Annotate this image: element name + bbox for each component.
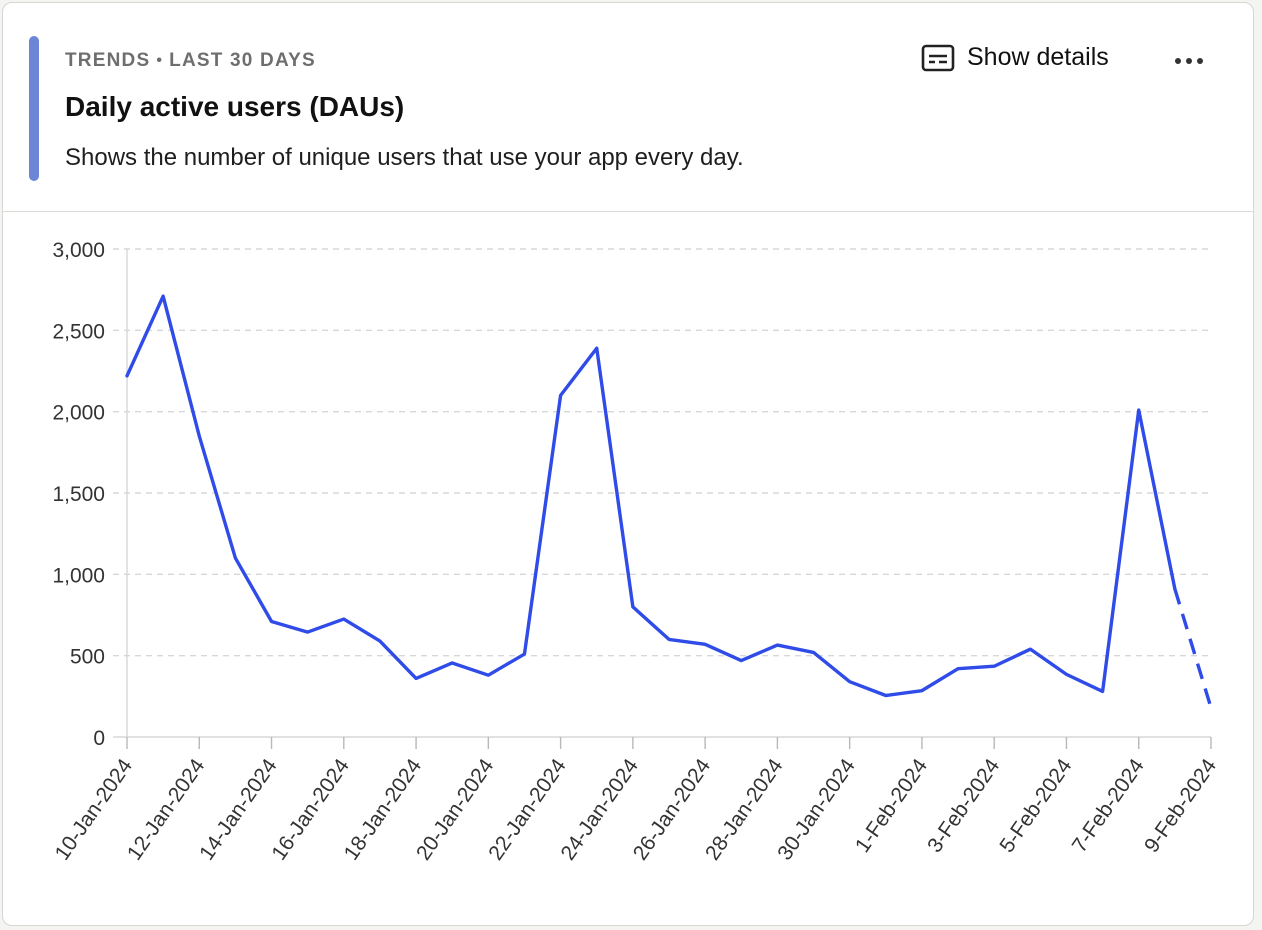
data-point (486, 673, 490, 677)
more-horizontal-icon (1174, 52, 1204, 70)
data-point (378, 639, 382, 643)
data-point (739, 659, 743, 663)
data-point (884, 694, 888, 698)
y-tick-label: 2,000 (52, 402, 105, 425)
y-tick-label: 1,000 (52, 564, 105, 587)
data-point (161, 294, 165, 298)
data-point (233, 556, 237, 560)
data-point (848, 680, 852, 684)
data-point (775, 643, 779, 647)
card-header: TRENDS • LAST 30 DAYS Daily active users… (3, 3, 1253, 212)
data-point (1209, 706, 1213, 710)
chart-area: 0 500 1,000 1,500 2,000 2,500 3,000 10-Jan-2024… (3, 211, 1253, 925)
data-point (522, 652, 526, 656)
data-point (956, 667, 960, 671)
dau-line-chart: 05001,0001,5002,0002,5003,00010-Jan-2024… (51, 239, 1222, 864)
y-tick-label: 500 (70, 646, 105, 669)
y-tick-label: 2,500 (52, 320, 105, 343)
data-point (1064, 672, 1068, 676)
data-point (631, 605, 635, 609)
series-line (125, 294, 1177, 698)
eyebrow: TRENDS • LAST 30 DAYS (65, 50, 316, 72)
data-point (1101, 689, 1105, 693)
x-tick-label: 9-Feb-2024 (1140, 754, 1221, 856)
y-tick-label: 3,000 (52, 239, 105, 262)
data-point (1028, 647, 1032, 651)
data-point (270, 620, 274, 624)
card-subtitle: Shows the number of unique users that us… (65, 144, 744, 171)
data-point (414, 676, 418, 680)
data-point (812, 650, 816, 654)
data-point (1173, 587, 1177, 591)
show-details-label: Show details (967, 43, 1109, 71)
data-point (559, 393, 563, 397)
y-tick-label: 0 (93, 727, 105, 750)
data-point (197, 434, 201, 438)
more-options-button[interactable] (1169, 43, 1209, 79)
x-tick-label: 3-Feb-2024 (923, 754, 1004, 856)
data-point (992, 664, 996, 668)
data-point (667, 637, 671, 641)
eyebrow-range: LAST 30 DAYS (169, 50, 316, 71)
data-point (920, 689, 924, 693)
y-tick-label: 1,500 (52, 483, 105, 506)
x-tick-label: 7-Feb-2024 (1068, 754, 1149, 856)
card-title: Daily active users (DAUs) (65, 91, 405, 122)
accent-bar (29, 36, 39, 181)
eyebrow-separator: • (156, 52, 164, 69)
x-tick-label: 1-Feb-2024 (851, 754, 932, 856)
x-tick-label: 30-Jan-2024 (773, 754, 860, 864)
subtitles-icon (921, 44, 955, 72)
data-point (342, 617, 346, 621)
data-point (125, 374, 129, 378)
show-details-button[interactable]: Show details (921, 43, 1109, 72)
data-point (703, 642, 707, 646)
data-point (595, 346, 599, 350)
data-point (450, 661, 454, 665)
series-line-incomplete (1173, 588, 1213, 709)
data-point (306, 630, 310, 634)
x-tick-label: 5-Feb-2024 (995, 754, 1076, 856)
data-point (1137, 408, 1141, 412)
eyebrow-category: TRENDS (65, 50, 151, 71)
